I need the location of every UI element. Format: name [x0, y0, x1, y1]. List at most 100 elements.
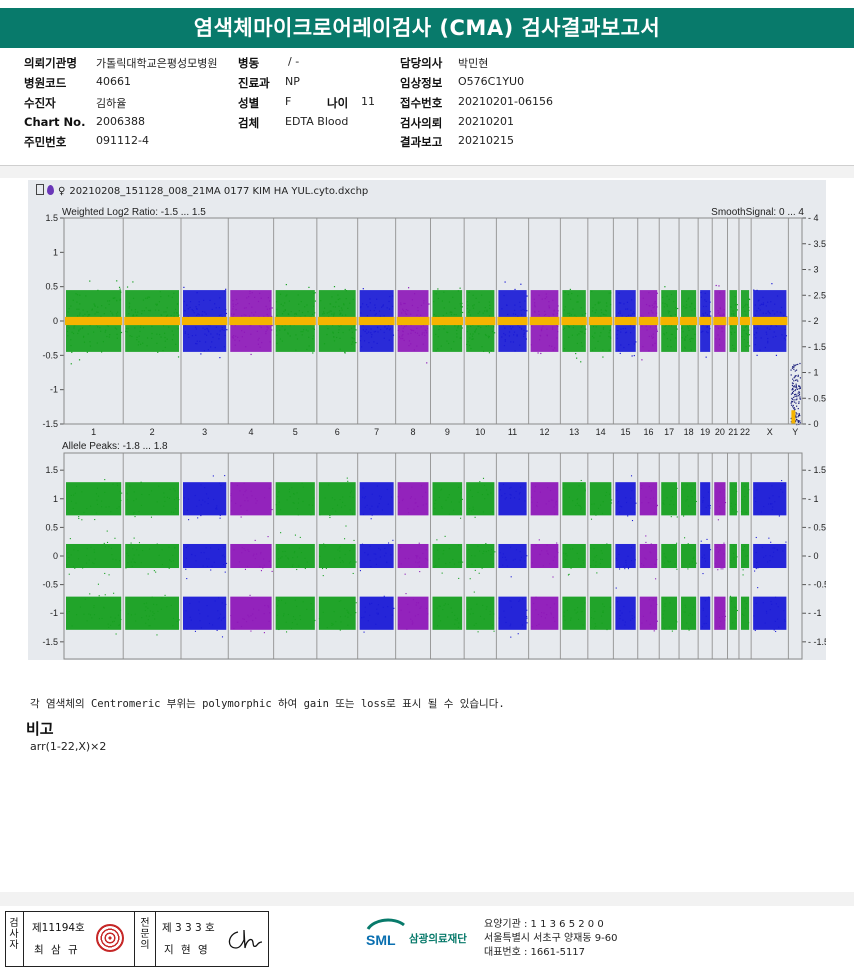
allele-point	[292, 502, 294, 504]
allele-point	[542, 565, 544, 567]
log2-point	[776, 295, 779, 297]
log2-point	[243, 331, 245, 333]
allele-point	[268, 487, 270, 489]
allele-point	[693, 556, 695, 558]
lab-address: 서울특별시 서초구 양재동 9-60	[484, 933, 618, 944]
log2-point	[766, 327, 768, 329]
log2-point	[470, 347, 472, 350]
log2-point	[765, 331, 767, 333]
allele-point	[390, 554, 392, 556]
allele-point	[158, 485, 160, 487]
allele-point	[391, 614, 393, 616]
log2-point	[675, 307, 677, 309]
allele-point	[735, 617, 737, 619]
allele-point	[629, 611, 631, 613]
allele-point	[526, 617, 528, 619]
log2-point	[790, 404, 793, 406]
log2-point	[313, 328, 315, 330]
allele-point	[325, 567, 327, 570]
log2-point	[323, 311, 325, 313]
allele-point	[475, 622, 477, 625]
plot-file-header: ♀ 20210208_151128_008_21MA 0177 KIM HA YU…	[36, 184, 368, 197]
log2-point	[759, 349, 761, 351]
allele-point	[379, 549, 381, 551]
allele-point	[619, 614, 621, 617]
allele-point	[719, 512, 721, 514]
allele-point	[552, 559, 554, 561]
log2-point	[373, 341, 375, 343]
allele-point	[554, 556, 556, 558]
allele-point	[656, 504, 658, 506]
allele-point	[549, 563, 551, 565]
log2-point	[223, 329, 225, 331]
allele-peak-band	[466, 482, 495, 516]
allele-point	[778, 496, 780, 498]
allele-point	[88, 559, 90, 561]
allele-point	[70, 500, 73, 502]
allele-point	[664, 605, 666, 607]
log2-point	[461, 311, 464, 314]
log2-point	[641, 359, 643, 361]
log2-point	[406, 313, 408, 315]
log2-point	[608, 292, 610, 294]
log2-point	[474, 331, 476, 333]
log2-point	[551, 345, 553, 347]
log2-point	[147, 309, 150, 312]
log2-point	[235, 335, 237, 337]
log2-point	[676, 328, 678, 330]
log2-point	[134, 311, 137, 313]
log2-point	[754, 304, 756, 306]
allele-point	[86, 508, 88, 510]
log2-point	[91, 308, 93, 310]
allele-point	[333, 611, 335, 613]
log2-point	[799, 414, 801, 417]
allele-point	[132, 558, 134, 560]
log2-point	[118, 286, 121, 288]
allele-point	[778, 626, 780, 628]
log2-point	[314, 312, 316, 314]
allele-point	[68, 610, 70, 613]
y2-tick-label: - 4	[808, 213, 819, 223]
log2-point	[338, 329, 340, 331]
log2-point	[694, 333, 696, 336]
chrom-label: 4	[248, 427, 253, 437]
allele-peak-band	[681, 596, 697, 630]
allele-point	[530, 496, 533, 498]
allele-point	[723, 553, 725, 555]
allele-point	[556, 550, 558, 552]
log2-point	[748, 298, 750, 300]
log2-point	[443, 307, 445, 309]
allele-point	[631, 617, 633, 619]
allele-point	[240, 625, 243, 628]
allele-point	[492, 511, 494, 513]
allele-point	[290, 628, 293, 630]
allele-peak-band	[714, 596, 726, 630]
log2-point	[276, 324, 278, 326]
y-tick-label: 0	[53, 316, 58, 326]
log2-point	[296, 338, 299, 340]
doctor-value: 박민현	[458, 57, 489, 70]
log2-point	[67, 324, 69, 326]
allele-point	[205, 547, 207, 549]
log2-point	[466, 330, 468, 333]
allele-point	[96, 503, 99, 506]
allele-point	[477, 545, 479, 547]
log2-point	[792, 382, 794, 385]
log2-point	[759, 309, 761, 311]
log2-point	[718, 285, 720, 287]
log2-point	[116, 311, 119, 313]
allele-point	[482, 477, 485, 479]
allele-point	[605, 491, 608, 493]
chrom-label: 2	[150, 427, 155, 437]
allele-point	[294, 550, 296, 553]
log2-point	[798, 391, 800, 393]
examiner-license: 제11194호	[32, 922, 85, 934]
age-value: 11	[361, 95, 375, 108]
allele-point	[704, 600, 707, 602]
allele-point	[664, 603, 666, 605]
log2-point	[218, 307, 220, 309]
log2-point	[703, 314, 705, 317]
allele-point	[707, 596, 710, 598]
log2-point	[797, 420, 799, 423]
allele-point	[460, 561, 462, 563]
